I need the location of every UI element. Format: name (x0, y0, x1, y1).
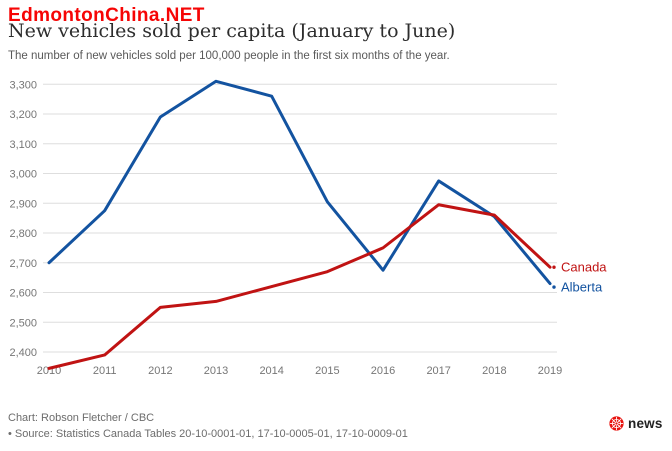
y-tick-label: 3,200 (9, 109, 37, 121)
y-tick-label: 3,000 (9, 169, 37, 181)
x-tick-label: 2012 (148, 365, 172, 377)
x-tick-label: 2018 (482, 365, 506, 377)
x-tick-label: 2016 (371, 365, 395, 377)
y-tick-label: 3,300 (9, 79, 37, 91)
y-tick-label: 2,500 (9, 317, 37, 329)
y-tick-label: 2,800 (9, 228, 37, 240)
x-tick-label: 2014 (259, 365, 283, 377)
line-end-dot (552, 265, 556, 269)
x-tick-label: 2019 (538, 365, 562, 377)
chart-source: • Source: Statistics Canada Tables 20-10… (8, 428, 408, 440)
cbc-logo-icon (609, 416, 624, 431)
y-tick-label: 3,100 (9, 139, 37, 151)
chart-title: New vehicles sold per capita (January to… (8, 20, 456, 42)
brand-label: news (628, 416, 663, 431)
x-tick-label: 2013 (204, 365, 228, 377)
canada-line (47, 203, 552, 370)
cbc-news-brand: news (609, 416, 663, 431)
y-tick-label: 2,600 (9, 288, 37, 300)
chart-credit: Chart: Robson Fletcher / CBC (8, 412, 155, 424)
series-label-canada: Canada (561, 260, 607, 275)
y-tick-label: 2,700 (9, 258, 37, 270)
watermark: EdmontonChina.NET (8, 5, 205, 26)
x-tick-label: 2017 (426, 365, 450, 377)
series-label-alberta: Alberta (561, 280, 603, 295)
chart-subtitle: The number of new vehicles sold per 100,… (8, 50, 450, 62)
y-tick-label: 2,400 (9, 347, 37, 359)
y-tick-label: 2,900 (9, 198, 37, 210)
x-tick-label: 2015 (315, 365, 339, 377)
x-tick-label: 2011 (93, 365, 117, 377)
alberta-line (47, 79, 552, 286)
line-end-dot (552, 285, 556, 289)
